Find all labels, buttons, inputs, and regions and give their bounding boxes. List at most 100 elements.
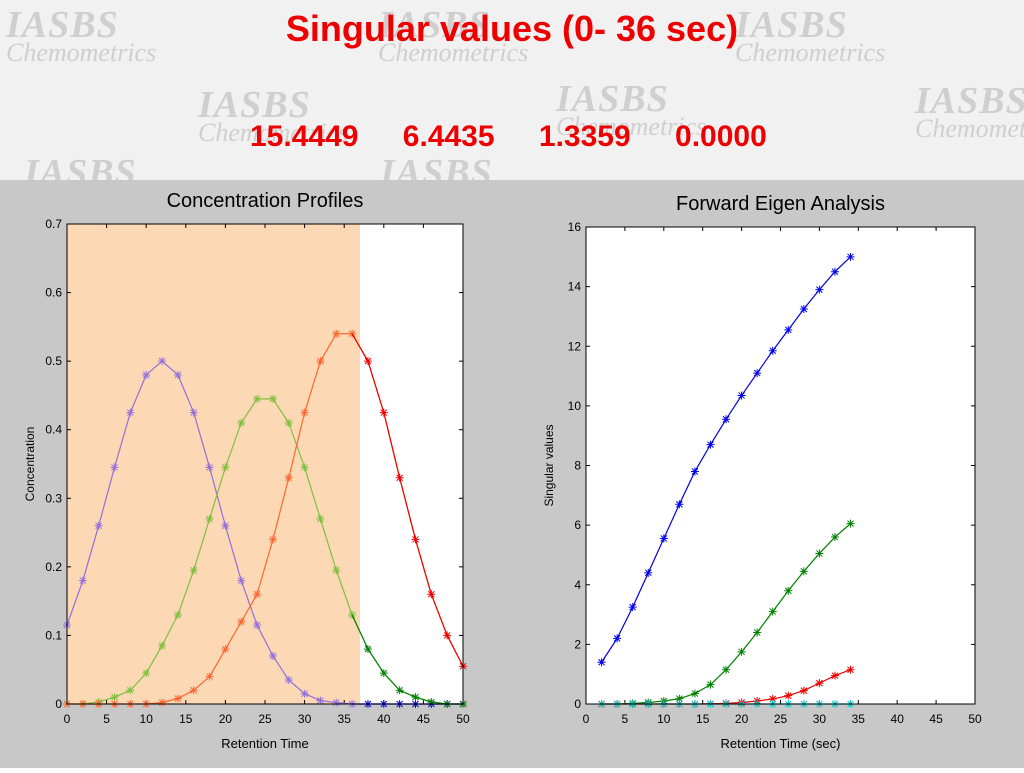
data-point [597, 658, 606, 667]
data-point [189, 566, 198, 575]
data-point [799, 304, 808, 313]
data-point [846, 252, 855, 261]
data-point [722, 415, 731, 424]
data-point [799, 567, 808, 576]
axes-frame [66, 223, 464, 705]
data-point [126, 408, 135, 417]
x-tick-label: 45 [417, 712, 431, 726]
data-point [316, 357, 325, 366]
data-point [284, 473, 293, 482]
data-point [237, 418, 246, 427]
data-point [830, 267, 839, 276]
x-tick-label: 20 [735, 712, 749, 726]
data-point [158, 357, 167, 366]
data-point [690, 689, 699, 698]
data-point [613, 634, 622, 643]
data-point [253, 590, 262, 599]
y-tick-label: 0.7 [45, 217, 62, 231]
x-tick-label: 25 [258, 712, 272, 726]
data-point [142, 370, 151, 379]
x-axis-label: Retention Time [221, 736, 308, 751]
y-tick-label: 2 [574, 637, 581, 651]
x-tick-label: 15 [179, 712, 193, 726]
y-tick-label: 0.4 [45, 423, 62, 437]
data-point [205, 463, 214, 472]
data-point [268, 535, 277, 544]
data-point [784, 586, 793, 595]
y-tick-label: 6 [574, 518, 581, 532]
data-point [284, 418, 293, 427]
data-point [173, 610, 182, 619]
chart-title: Concentration Profiles [167, 190, 364, 212]
x-tick-label: 40 [891, 712, 905, 726]
data-point [815, 679, 824, 688]
data-point [768, 694, 777, 703]
axes-frame [585, 226, 976, 705]
data-point [846, 519, 855, 528]
singular-value-1: 15.4449 [250, 120, 359, 153]
singular-value-2: 6.4435 [402, 120, 495, 153]
y-axis-label: Concentration [23, 427, 37, 502]
x-tick-label: 45 [929, 712, 943, 726]
data-point [253, 394, 262, 403]
data-point [690, 467, 699, 476]
data-point [768, 607, 777, 616]
singular-value-4: 0.0000 [675, 120, 767, 153]
singular-values-row: 15.4449 6.4435 1.3359 0.0000 [250, 120, 803, 154]
data-point [142, 669, 151, 678]
y-tick-label: 0.2 [45, 560, 62, 574]
data-point [316, 696, 325, 705]
y-tick-label: 14 [568, 280, 582, 294]
data-point [126, 686, 135, 695]
x-axis-label: Retention Time (sec) [721, 736, 841, 751]
x-tick-label: 10 [657, 712, 671, 726]
data-point [110, 693, 119, 702]
x-tick-label: 20 [219, 712, 233, 726]
data-point [158, 641, 167, 650]
data-point [706, 680, 715, 689]
x-tick-label: 30 [813, 712, 827, 726]
data-point [644, 568, 653, 577]
y-axis-label: Singular values [542, 424, 556, 506]
data-point [189, 686, 198, 695]
y-tick-label: 0.1 [45, 628, 62, 642]
figure-svg: 0 5 10 15 20 25 30 35 40 45 5000.10.20.30.40.50.60… [23, 190, 982, 751]
data-point [753, 628, 762, 637]
y-tick-label: 8 [574, 459, 581, 473]
data-point [737, 391, 746, 400]
data-point [332, 329, 341, 338]
data-point [706, 440, 715, 449]
highlight-window [67, 224, 361, 704]
data-point [237, 576, 246, 585]
singular-value-3: 1.3359 [538, 120, 631, 153]
y-tick-label: 0 [55, 697, 62, 711]
data-point [768, 346, 777, 355]
data-point [284, 676, 293, 684]
data-point [348, 329, 357, 338]
data-point [784, 325, 793, 334]
data-point [348, 610, 357, 619]
data-point [221, 521, 230, 530]
x-tick-label: 40 [377, 712, 391, 726]
data-point [78, 576, 87, 585]
data-point [253, 621, 262, 630]
y-tick-label: 0.3 [45, 491, 62, 505]
data-point [221, 463, 230, 472]
x-tick-label: 50 [968, 712, 982, 726]
data-point [722, 665, 731, 674]
data-point [221, 645, 230, 654]
x-tick-label: 5 [622, 712, 629, 726]
data-point [316, 514, 325, 523]
plot-area [586, 227, 975, 704]
data-point [799, 686, 808, 695]
data-point [173, 694, 182, 703]
data-point [628, 603, 637, 612]
data-point [189, 408, 198, 417]
figure-panel: 0 5 10 15 20 25 30 35 40 45 50 0 0.1 0.2 0.3 0.4 0.5 0.6 0… [0, 180, 1024, 768]
data-point [94, 521, 103, 530]
data-point [268, 652, 277, 660]
x-tick-label: 30 [298, 712, 312, 726]
